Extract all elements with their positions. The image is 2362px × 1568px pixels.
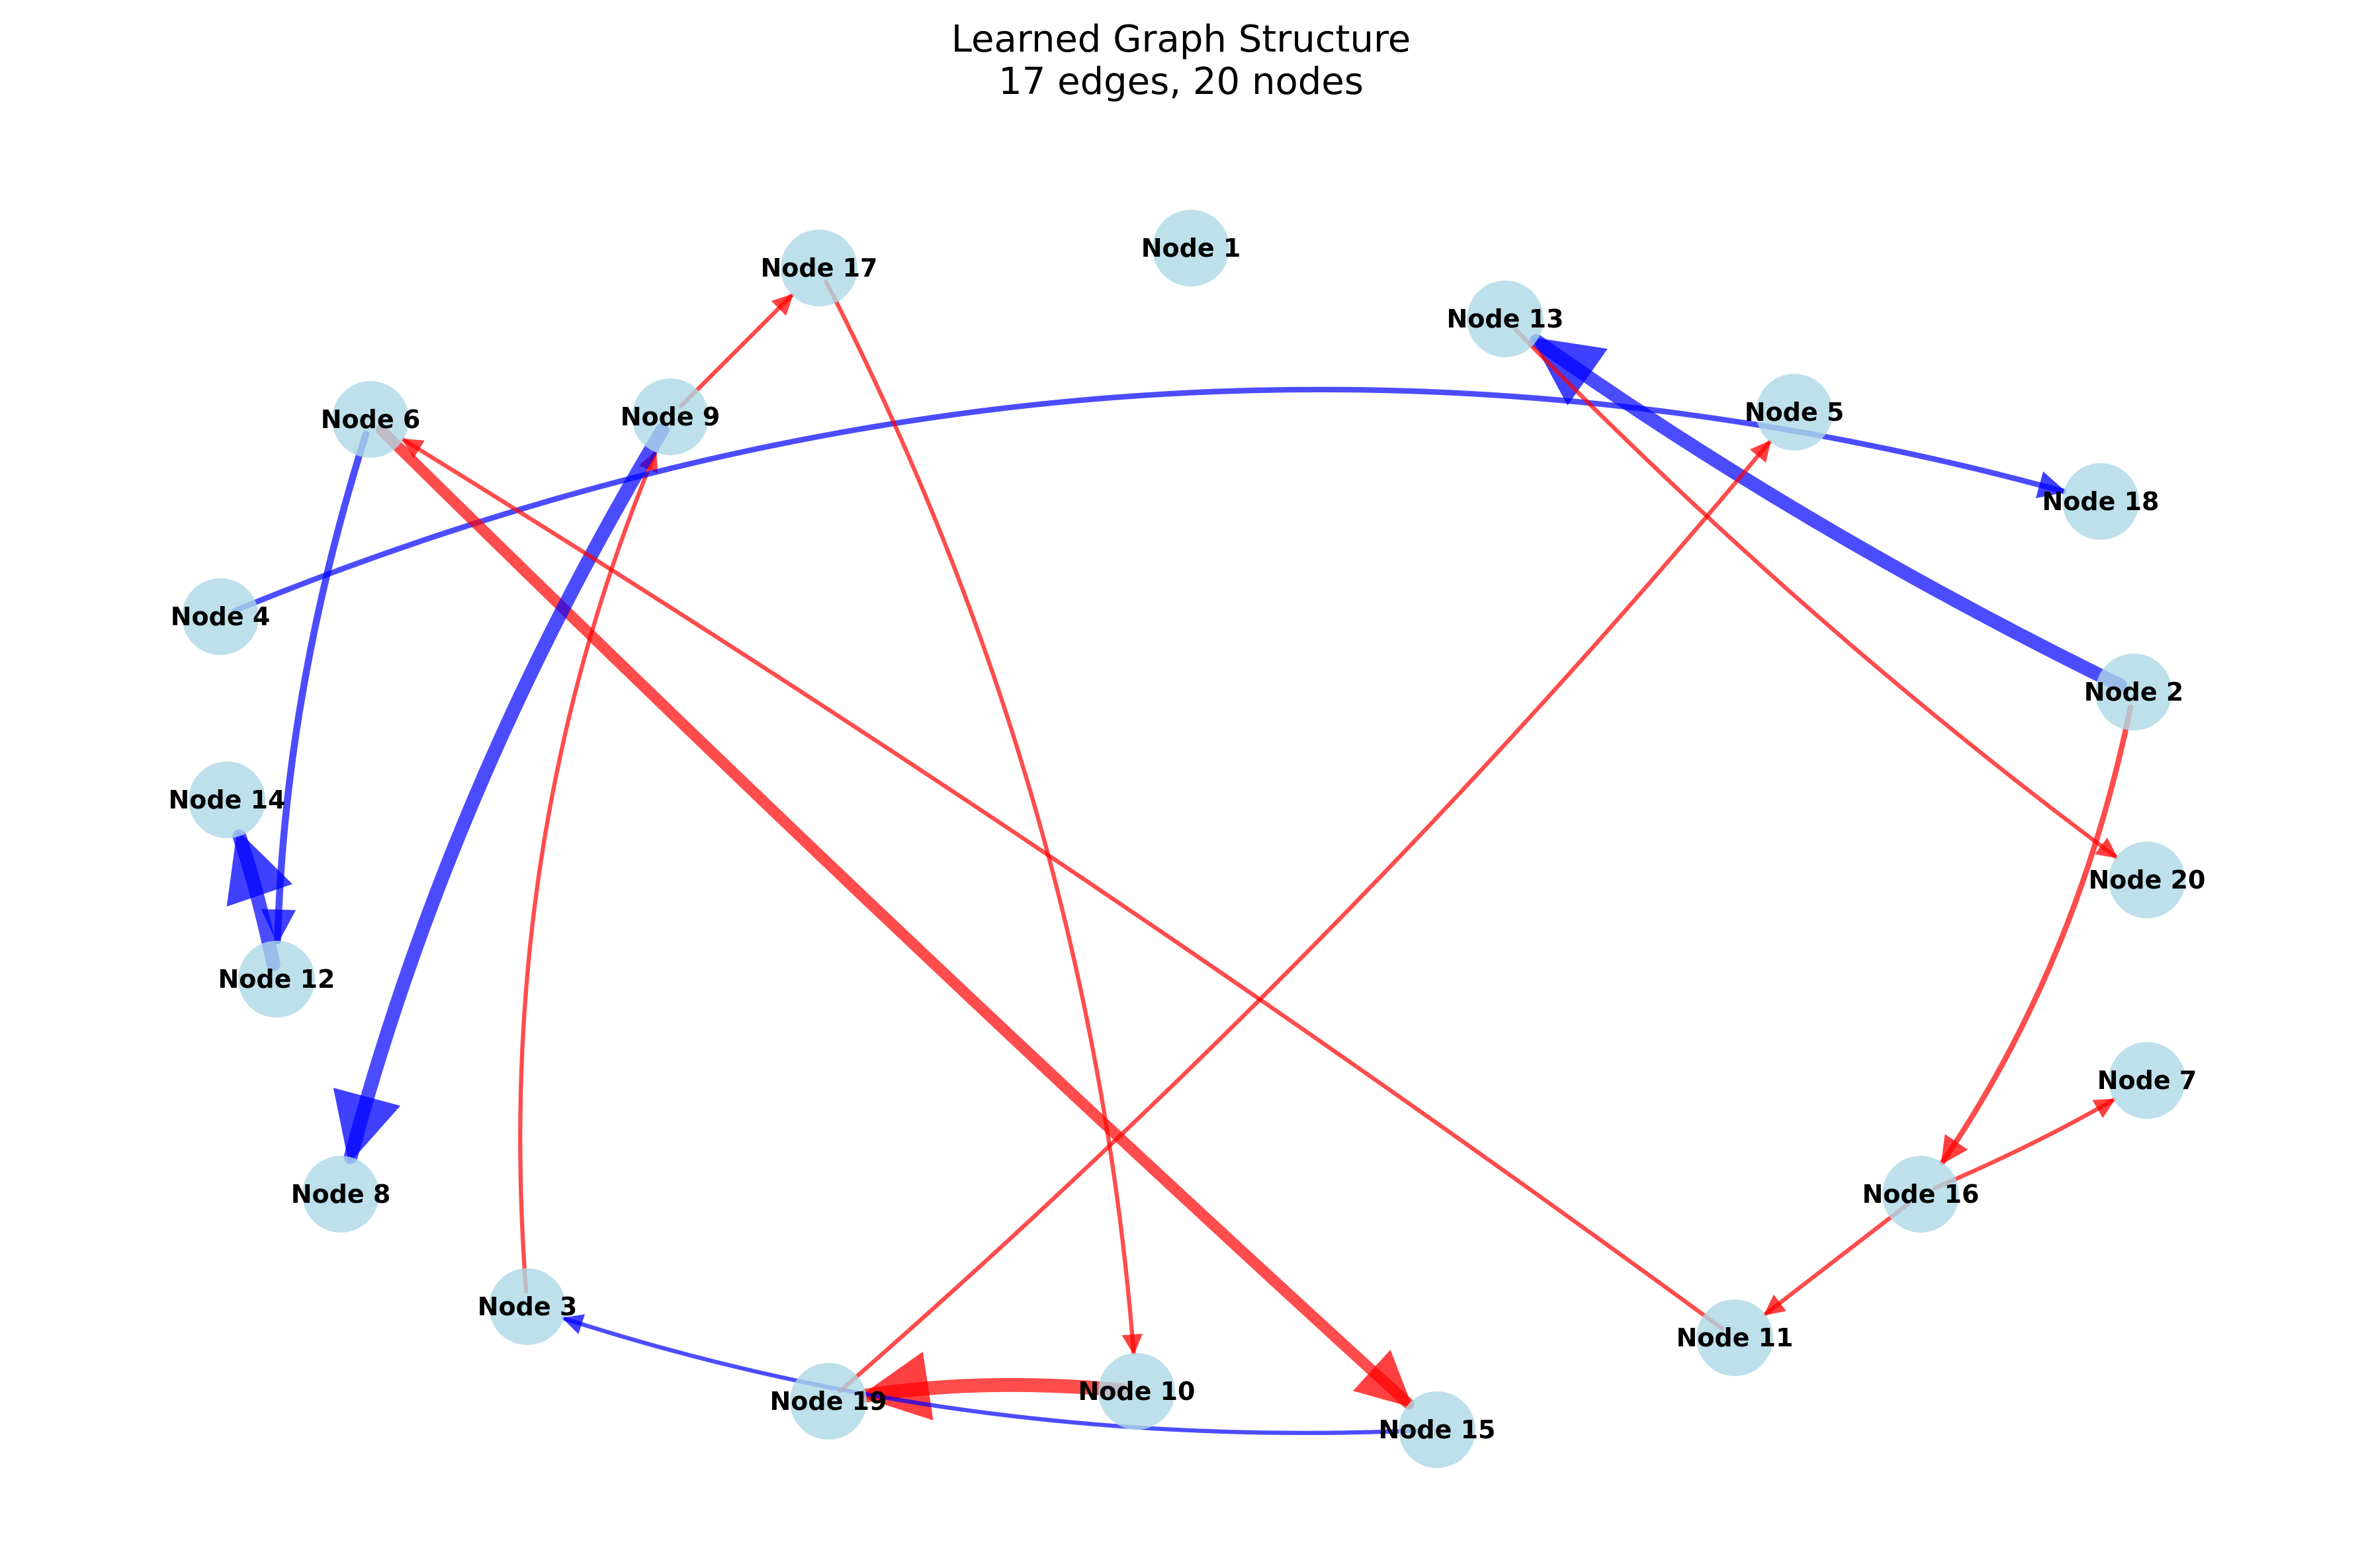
nodes-layer [182,210,2185,1468]
node-10-label: Node 10 [1078,1377,1196,1406]
node-11-circle [1696,1299,1773,1376]
node-19-label: Node 19 [770,1387,887,1416]
node-9-circle [632,378,709,455]
edge-2-to-16 [1939,704,2134,1166]
node-5-label: Node 5 [1745,398,1845,427]
node-3-label: Node 3 [478,1292,578,1321]
node-8-label: Node 8 [291,1180,391,1209]
node-10-circle [1098,1353,1175,1430]
node-19-circle [790,1363,867,1440]
node-1-circle [1153,210,1229,286]
node-7-label: Node 7 [2097,1066,2197,1095]
labels-layer: Node 1 Node 2 Node 3 Node 4 Node 5 Node 6 Node… [169,234,2206,1444]
graph-title: Learned Graph Structure [951,18,1411,61]
node-6-circle [332,381,409,458]
node-3-circle [489,1268,566,1345]
edge-2-to-13 [1529,334,2127,693]
edge-9-to-8 [333,423,670,1164]
node-16-circle [1882,1156,1959,1233]
graph-subtitle: 17 edges, 20 nodes [998,60,1364,103]
node-8-circle [302,1156,379,1233]
edges-layer [226,279,2134,1436]
node-13-label: Node 13 [1447,304,1564,333]
node-12-label: Node 12 [218,965,335,994]
node-14-label: Node 14 [169,785,286,814]
node-1-label: Node 1 [1141,234,1241,263]
node-18-label: Node 18 [2042,487,2160,516]
node-4-label: Node 4 [171,602,271,631]
edge-10-to-19 [859,1352,1129,1420]
edge-16-to-11 [1763,1201,1911,1317]
edge-6-to-15 [376,424,1415,1410]
node-13-circle [1467,281,1544,357]
node-20-label: Node 20 [2089,865,2206,894]
edge-19-to-5 [838,439,1772,1393]
edge-6-to-12 [261,430,370,945]
node-16-label: Node 16 [1862,1180,1980,1209]
node-7-circle [2109,1042,2185,1119]
edge-15-to-3 [562,1314,1424,1436]
node-18-circle [2062,463,2139,540]
node-2-label: Node 2 [2084,677,2184,707]
node-14-circle [189,762,265,838]
node-17-label: Node 17 [761,253,878,283]
edge-3-to-9 [518,450,658,1294]
edge-17-to-10 [824,279,1143,1356]
edge-11-to-6 [401,437,1725,1331]
node-6-label: Node 6 [321,405,421,434]
node-11-label: Node 11 [1677,1323,1794,1352]
node-2-circle [2095,654,2172,730]
node-4-circle [182,578,259,655]
node-15-label: Node 15 [1379,1415,1496,1444]
node-5-circle [1756,374,1833,451]
node-20-circle [2109,842,2185,918]
edge-16-to-7 [1933,1097,2116,1190]
node-15-circle [1399,1391,1475,1468]
node-17-circle [781,230,857,306]
edge-13-to-20 [1514,327,2119,859]
node-12-circle [238,941,315,1018]
edge-9-to-17 [679,292,795,408]
node-9-label: Node 9 [621,402,721,431]
